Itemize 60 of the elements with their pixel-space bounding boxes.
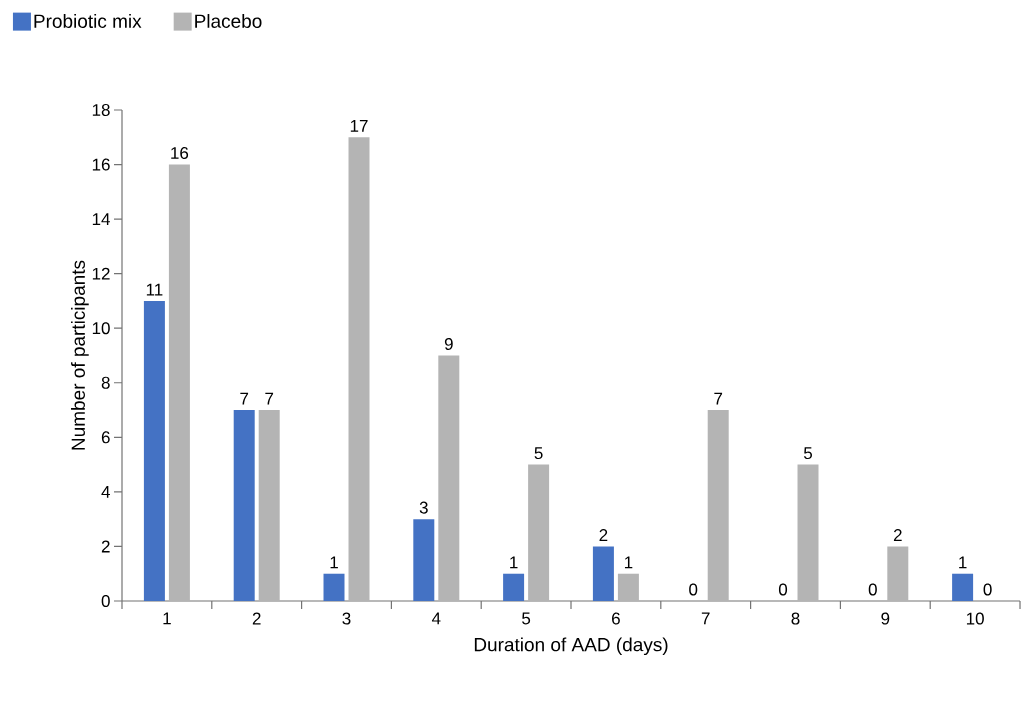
- data-label: 1: [624, 556, 633, 569]
- bar: [413, 519, 435, 601]
- x-tick-label: 8: [791, 612, 800, 625]
- x-tick-label: 3: [342, 612, 351, 625]
- bar: [797, 464, 819, 601]
- data-label: 9: [444, 337, 453, 350]
- bar: [143, 300, 165, 601]
- y-tick-label: 6: [101, 431, 110, 444]
- data-label: 7: [265, 392, 274, 405]
- legend-label: Probiotic mix: [34, 13, 142, 28]
- x-tick-label: 2: [252, 612, 261, 625]
- y-tick-label: 16: [92, 158, 110, 171]
- y-tick-label: 10: [92, 322, 110, 335]
- y-tick-label: 4: [101, 486, 110, 498]
- data-label: 17: [350, 120, 368, 132]
- x-axis-title: Duration of AAD (days): [474, 637, 668, 656]
- y-tick-label: 0: [101, 594, 110, 608]
- data-label: 5: [534, 447, 543, 460]
- data-label: 5: [803, 447, 813, 460]
- x-tick-label: 9: [881, 612, 890, 625]
- data-label: 0: [983, 583, 992, 596]
- data-label: 7: [714, 392, 723, 405]
- data-label: 1: [510, 556, 518, 569]
- bar: [348, 137, 370, 601]
- data-label: 0: [689, 583, 698, 596]
- bar: [617, 573, 639, 601]
- y-tick-label: 8: [101, 376, 110, 389]
- data-label: 2: [893, 529, 902, 541]
- data-label: 16: [171, 146, 189, 160]
- data-label: 1: [330, 556, 338, 569]
- y-tick-label: 2: [101, 540, 110, 553]
- bar: [503, 573, 525, 601]
- bar: [592, 546, 614, 601]
- data-label: 0: [778, 583, 788, 596]
- bar: [707, 410, 729, 601]
- data-label: 1: [959, 556, 967, 569]
- bar: [233, 410, 255, 601]
- x-tick-label: 5: [522, 612, 531, 625]
- bar: [168, 164, 190, 601]
- data-label: 3: [419, 501, 428, 514]
- x-tick-label: 10: [966, 612, 984, 625]
- x-tick-label: 4: [431, 612, 441, 625]
- data-label: 7: [240, 392, 249, 405]
- bar: [438, 355, 460, 601]
- y-axis-title: Number of participants: [71, 260, 89, 450]
- bar: [323, 573, 345, 601]
- bar: [952, 573, 974, 601]
- data-label: 0: [868, 583, 877, 596]
- bar: [887, 546, 909, 601]
- y-tick-label: 18: [92, 103, 110, 117]
- y-tick-label: 12: [92, 267, 110, 280]
- bar: [258, 410, 280, 601]
- x-tick-label: 7: [701, 612, 710, 625]
- x-tick-label: 1: [163, 612, 171, 625]
- x-tick-label: 6: [612, 612, 620, 625]
- data-label: 11: [146, 283, 163, 296]
- data-label: 2: [599, 529, 608, 541]
- legend-label: Placebo: [195, 13, 262, 28]
- bar: [528, 464, 550, 601]
- y-tick-label: 14: [92, 213, 110, 225]
